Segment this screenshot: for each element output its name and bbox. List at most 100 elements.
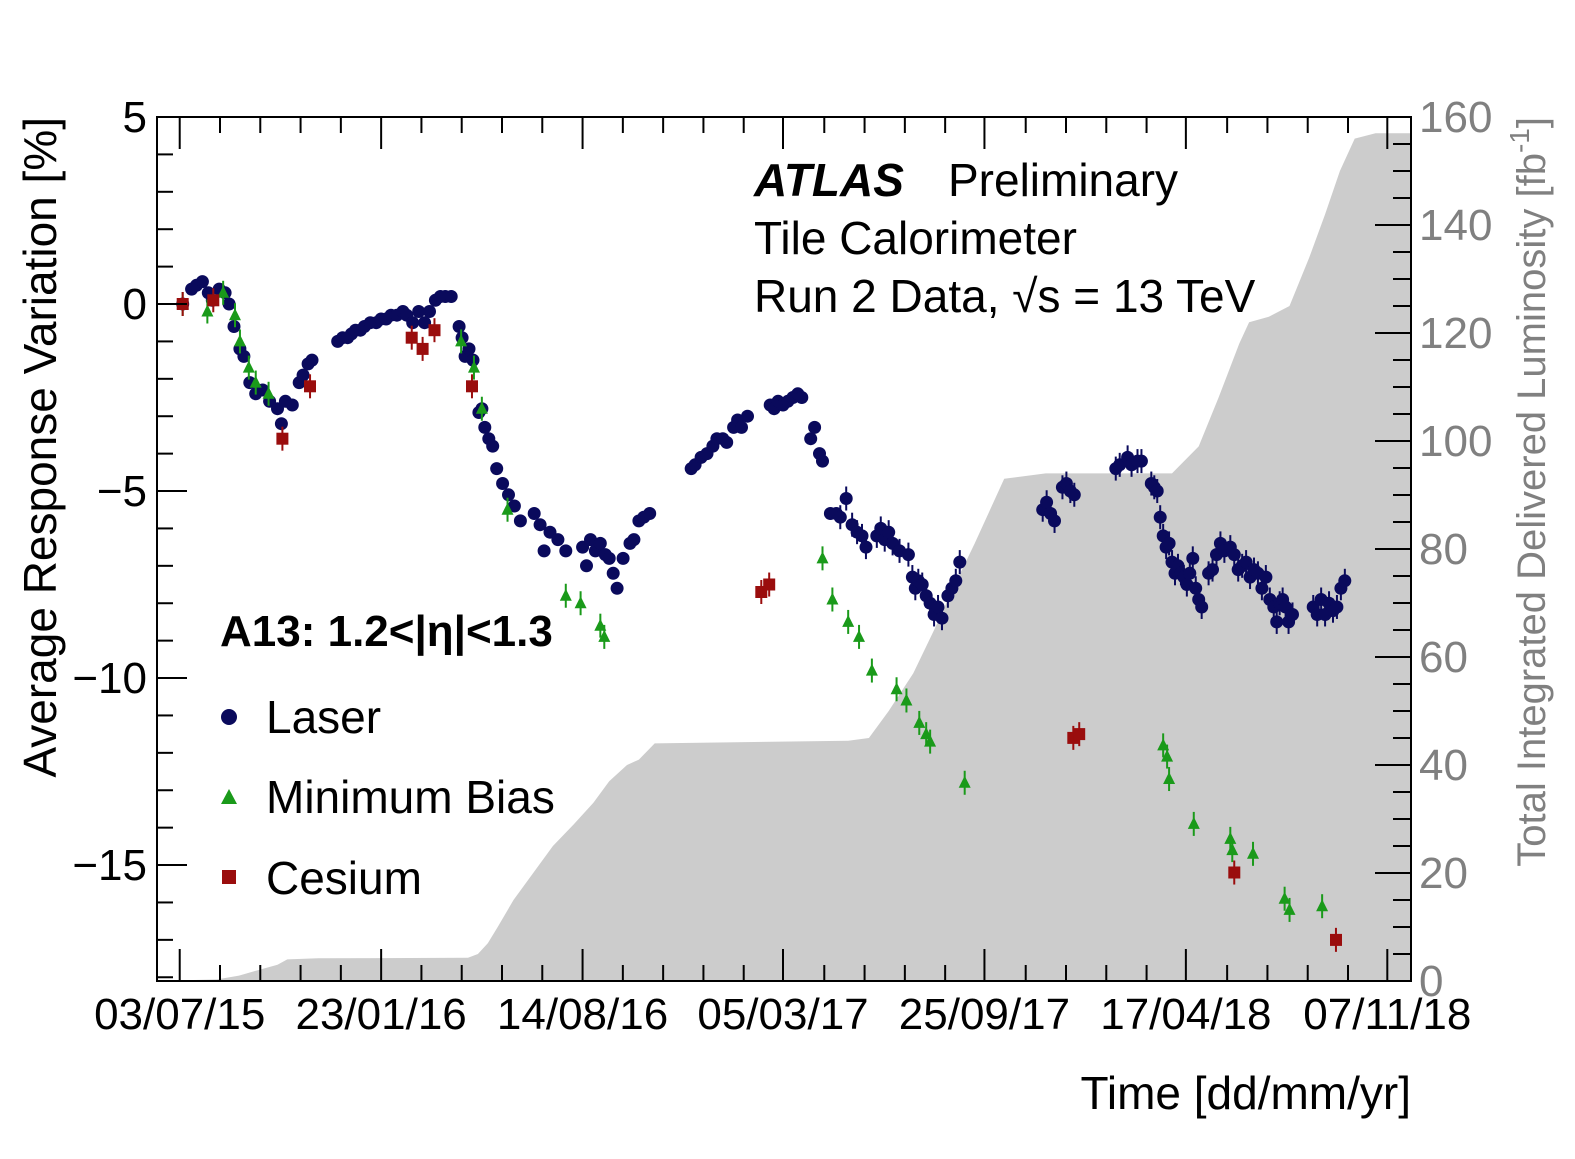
laser-marker xyxy=(1134,454,1148,468)
laser-point xyxy=(1067,482,1081,507)
cesium-marker xyxy=(1330,933,1342,946)
minbias-marker xyxy=(1161,749,1174,762)
legend-label-minbias: Minimum Bias xyxy=(266,771,555,823)
legend: A13: 1.2<|η|<1.3 Laser Minimum Bias Cesi… xyxy=(220,607,555,904)
minbias-point xyxy=(913,710,926,735)
y2-axis-title-sup: -1 xyxy=(1504,128,1535,153)
laser-point xyxy=(643,507,657,520)
x-tick-label: 07/11/18 xyxy=(1303,990,1471,1039)
laser-marker xyxy=(953,555,967,569)
cesium-marker xyxy=(207,294,220,307)
laser-marker xyxy=(627,533,641,547)
laser-point xyxy=(949,568,963,593)
minbias-marker xyxy=(1226,843,1239,856)
laser-marker xyxy=(949,574,963,588)
laser-point xyxy=(274,417,288,431)
minbias-point xyxy=(865,658,878,683)
laser-marker xyxy=(1330,600,1344,614)
laser-marker xyxy=(227,320,241,333)
minbias-marker xyxy=(249,375,262,388)
cesium-point xyxy=(416,336,429,361)
cesium-marker xyxy=(405,331,418,344)
laser-marker xyxy=(502,488,515,502)
laser-marker xyxy=(559,544,573,558)
laser-marker xyxy=(418,316,432,330)
cesium-point xyxy=(1228,860,1241,885)
minbias-marker xyxy=(475,401,488,414)
minbias-marker xyxy=(958,775,971,788)
minbias-marker xyxy=(1316,899,1329,912)
y-tick-label: 0 xyxy=(123,280,147,329)
laser-point xyxy=(953,550,967,575)
cesium-marker xyxy=(428,324,441,337)
laser-point xyxy=(627,533,641,547)
minbias-marker xyxy=(1278,891,1291,904)
laser-marker xyxy=(274,417,288,431)
laser-marker xyxy=(1189,581,1203,595)
atlas-label: ATLAS xyxy=(753,154,904,206)
laser-point xyxy=(808,420,822,434)
laser-marker xyxy=(808,420,822,434)
laser-point xyxy=(423,305,436,318)
minbias-marker xyxy=(233,334,246,347)
minbias-marker xyxy=(826,592,839,605)
laser-marker xyxy=(839,492,853,505)
laser-point xyxy=(593,536,607,550)
minbias-marker xyxy=(1187,816,1200,829)
laser-marker xyxy=(478,420,492,434)
laser-point xyxy=(1195,594,1209,619)
laser-marker xyxy=(616,551,630,565)
preliminary-label: Preliminary xyxy=(948,154,1178,206)
minbias-marker xyxy=(559,588,572,601)
laser-marker xyxy=(804,432,818,446)
cesium-marker xyxy=(304,380,316,393)
laser-marker xyxy=(527,507,541,520)
minbias-marker xyxy=(201,304,214,317)
cesium-marker xyxy=(763,578,776,591)
laser-point xyxy=(1150,479,1164,504)
y-tick-label: −15 xyxy=(72,841,147,890)
laser-point xyxy=(527,507,541,520)
laser-marker xyxy=(1270,615,1284,629)
minbias-marker xyxy=(1163,772,1176,784)
laser-point xyxy=(610,581,624,595)
legend-header: A13: 1.2<|η|<1.3 xyxy=(220,607,553,657)
laser-point xyxy=(1286,602,1299,627)
laser-marker xyxy=(222,297,236,311)
run-energy-label: Run 2 Data, √s = 13 TeV xyxy=(754,270,1256,322)
laser-point xyxy=(222,297,236,311)
y2-axis-title: Total Integrated Delivered Luminosity [f… xyxy=(1504,117,1554,867)
laser-point xyxy=(584,533,597,547)
minbias-point xyxy=(826,587,839,612)
minbias-marker xyxy=(1224,831,1237,844)
detector-label: Tile Calorimeter xyxy=(754,212,1077,264)
minbias-marker xyxy=(501,502,514,515)
x-tick-label: 03/07/15 xyxy=(94,990,265,1039)
luminosity-area xyxy=(157,133,1411,981)
minbias-marker xyxy=(865,663,878,676)
laser-point xyxy=(859,535,873,560)
laser-marker xyxy=(643,507,657,520)
laser-marker xyxy=(551,533,565,547)
laser-marker xyxy=(1162,536,1176,550)
laser-marker xyxy=(1259,570,1273,584)
laser-point xyxy=(839,486,853,511)
laser-point xyxy=(296,368,310,382)
axis-ticks-layer: 5 0 −5 −10 −15 160 140 120 100 80 60 40 20 0 03/07/15 2… xyxy=(72,93,1492,1039)
laser-point xyxy=(478,420,492,434)
minbias-point xyxy=(1161,744,1174,769)
laser-marker xyxy=(444,290,458,303)
laser-point xyxy=(580,559,593,573)
laser-marker xyxy=(593,536,607,550)
minbias-point xyxy=(468,355,480,380)
minbias-point xyxy=(853,624,865,649)
laser-point xyxy=(1048,508,1061,533)
minbias-point xyxy=(816,546,829,571)
laser-marker xyxy=(486,439,500,453)
laser-marker xyxy=(305,353,319,367)
laser-point xyxy=(1270,609,1284,634)
laser-marker xyxy=(720,435,734,449)
minbias-marker xyxy=(913,715,926,728)
minbias-point xyxy=(475,396,488,421)
